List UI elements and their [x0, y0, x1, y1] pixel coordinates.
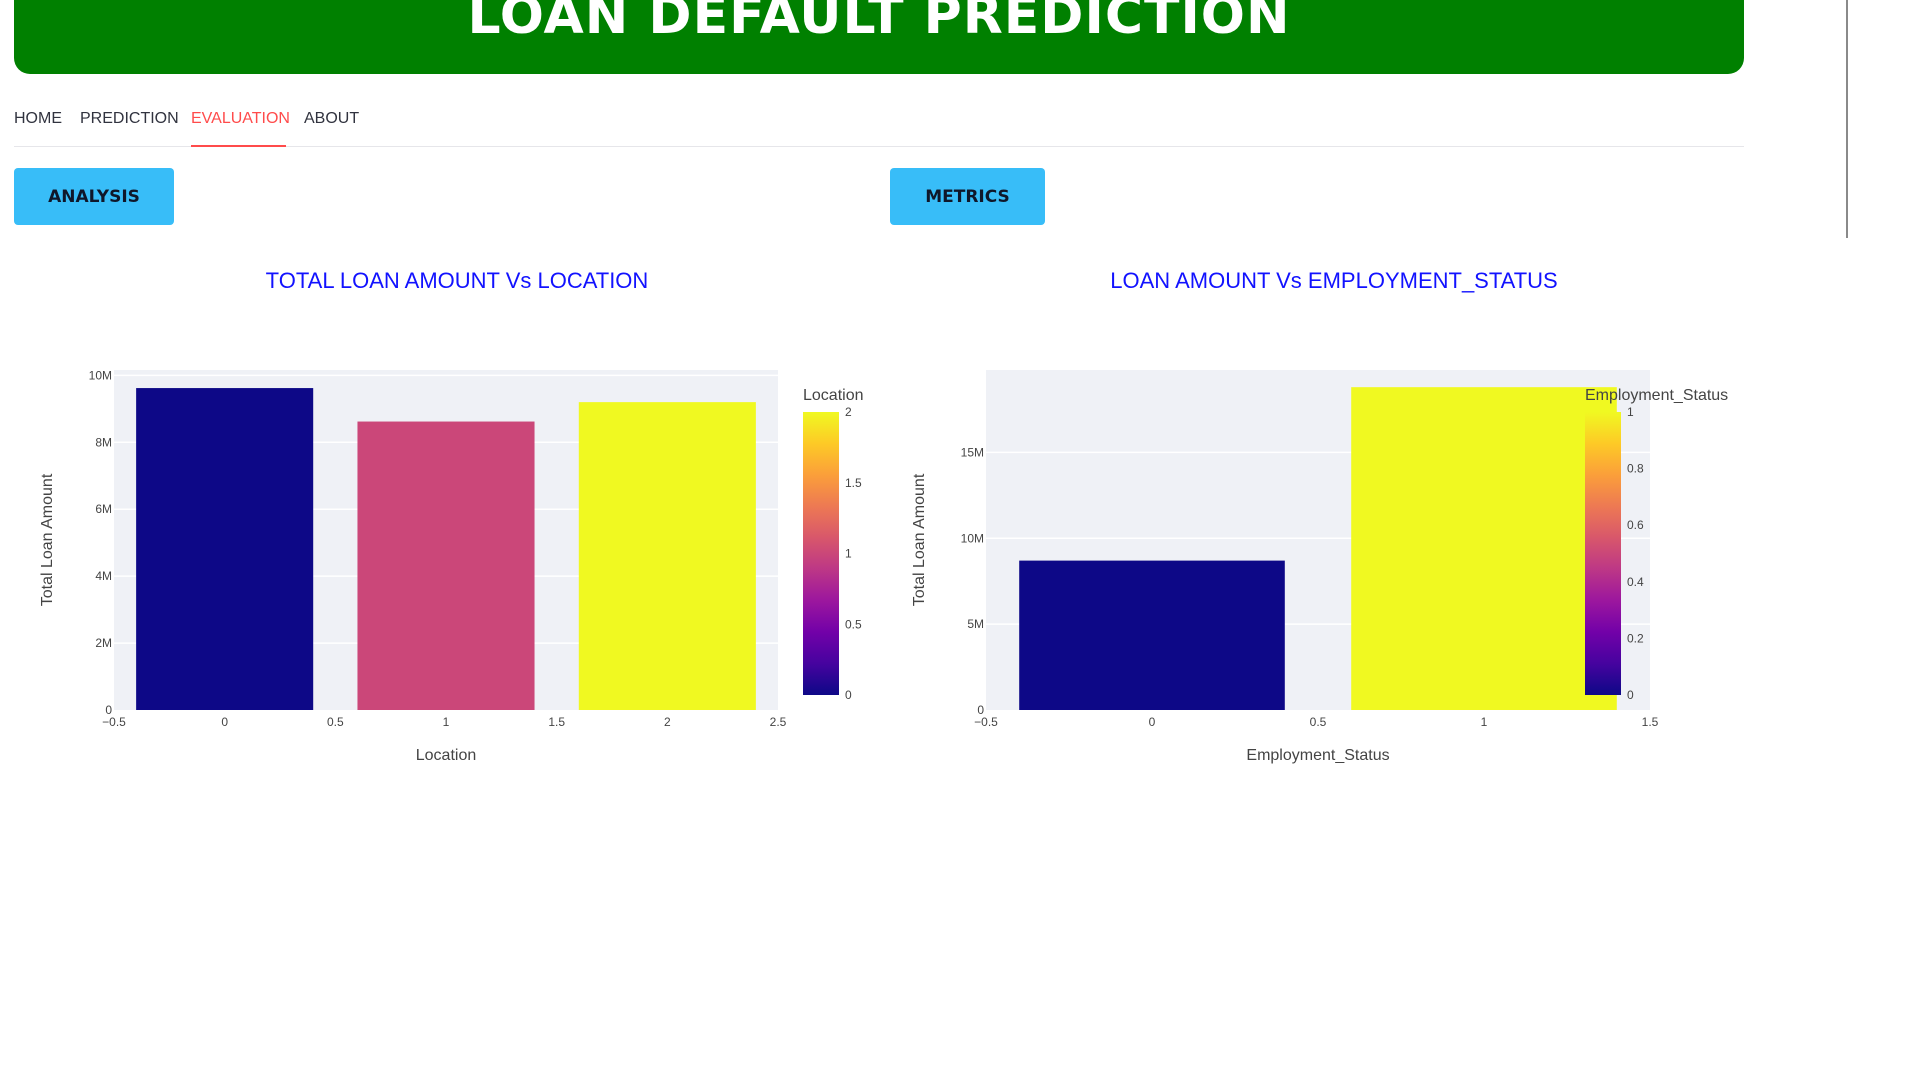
bar [1019, 560, 1285, 710]
x-tick-label: 0 [221, 715, 228, 729]
colorbar-tick-label: 0.2 [1627, 631, 1644, 645]
active-tab-indicator [191, 145, 286, 147]
colorbar-title: Employment_Status [1585, 387, 1728, 404]
x-tick-label: 1.5 [548, 715, 565, 729]
colorbar-tick-label: 0.8 [1627, 462, 1644, 476]
colorbar-tick-label: 0.4 [1627, 575, 1644, 589]
bar [1351, 387, 1617, 710]
x-tick-label: 2.5 [770, 715, 787, 729]
analysis-button[interactable]: ANALYSIS [14, 168, 174, 225]
x-axis-title: Employment_Status [1246, 747, 1389, 764]
y-tick-label: 10M [961, 531, 984, 545]
y-tick-label: 10M [89, 368, 112, 382]
bar [357, 421, 535, 710]
y-axis-title: Total Loan Amount [39, 473, 56, 606]
colorbar-tick-label: 1.5 [845, 476, 862, 490]
y-tick-label: 8M [95, 435, 112, 449]
tab-prediction[interactable]: PREDICTION [80, 110, 179, 127]
y-tick-label: 2M [95, 636, 112, 650]
y-tick-label: 15M [961, 445, 984, 459]
x-tick-label: 0 [1149, 715, 1156, 729]
colorbar-tick-label: 0.6 [1627, 518, 1644, 532]
colorbar-tick-label: 2 [845, 405, 852, 419]
tab-home[interactable]: HOME [14, 110, 62, 127]
scrollbar[interactable] [1846, 0, 1848, 238]
x-tick-label: −0.5 [974, 715, 998, 729]
y-axis-title: Total Loan Amount [911, 473, 928, 606]
x-axis-title: Location [416, 747, 477, 764]
colorbar [803, 412, 839, 695]
chart-title-location: TOTAL LOAN AMOUNT Vs LOCATION [265, 268, 649, 293]
x-tick-label: −0.5 [102, 715, 126, 729]
colorbar-title: Location [803, 387, 864, 404]
x-tick-label: 1 [1481, 715, 1488, 729]
tab-bar: HOME PREDICTION EVALUATION ABOUT [14, 100, 1744, 147]
colorbar-tick-label: 1 [845, 547, 852, 561]
x-tick-label: 0.5 [1310, 715, 1327, 729]
colorbar-tick-label: 1 [1627, 405, 1634, 419]
y-tick-label: 4M [95, 569, 112, 583]
y-tick-label: 6M [95, 502, 112, 516]
y-tick-label: 0 [105, 703, 112, 717]
chart-title-employment: LOAN AMOUNT Vs EMPLOYMENT_STATUS [1110, 268, 1558, 293]
title-banner: LOAN DEFAULT PREDICTION [14, 0, 1744, 74]
x-tick-label: 1 [443, 715, 450, 729]
tab-about[interactable]: ABOUT [304, 110, 360, 127]
metrics-button[interactable]: METRICS [890, 168, 1045, 225]
colorbar [1585, 412, 1621, 695]
y-tick-label: 5M [967, 617, 984, 631]
tab-evaluation[interactable]: EVALUATION [191, 110, 290, 127]
x-tick-label: 1.5 [1642, 715, 1659, 729]
bar [136, 388, 314, 710]
app-title: LOAN DEFAULT PREDICTION [467, 0, 1291, 46]
colorbar-tick-label: 0.5 [845, 617, 862, 631]
colorbar-tick-label: 0 [845, 688, 852, 702]
colorbar-tick-label: 0 [1627, 688, 1634, 702]
x-tick-label: 2 [664, 715, 671, 729]
y-tick-label: 0 [977, 703, 984, 717]
bar [578, 402, 756, 710]
x-tick-label: 0.5 [327, 715, 344, 729]
